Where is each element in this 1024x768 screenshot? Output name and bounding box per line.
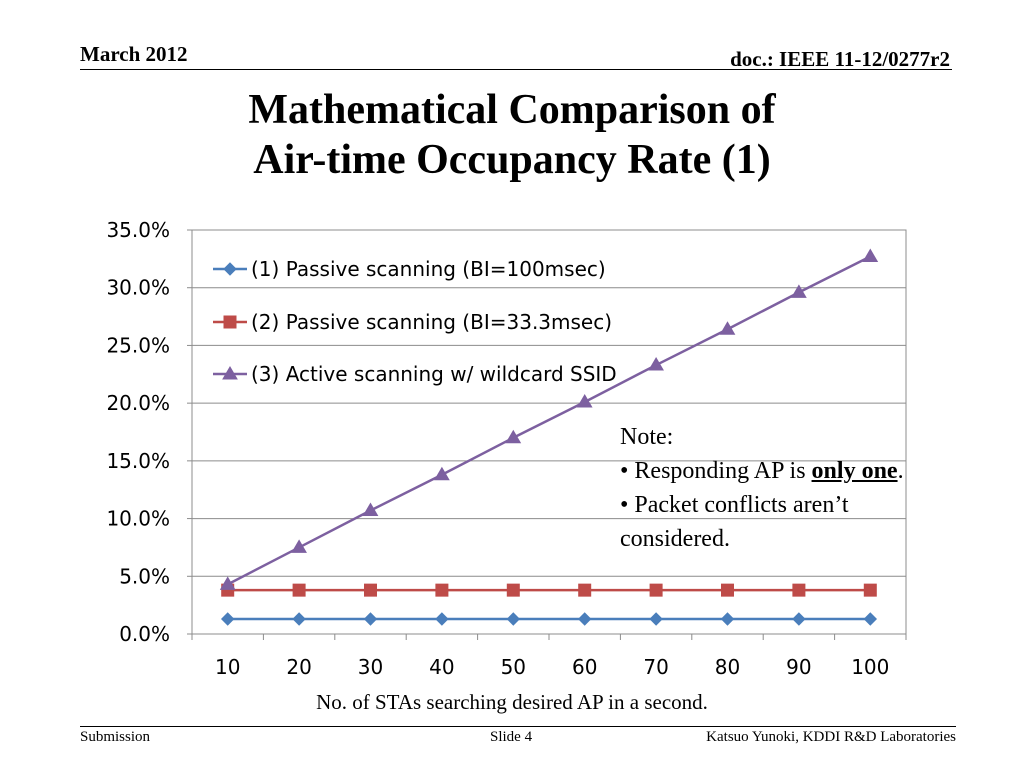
y-tick-label: 0.0% — [119, 622, 170, 646]
series-3-point — [434, 466, 450, 481]
series-2-point — [292, 583, 306, 597]
y-tick-label: 35.0% — [106, 218, 170, 242]
series-1-point — [863, 612, 878, 626]
series-1-point — [435, 612, 449, 626]
series-2-point — [863, 583, 877, 597]
x-tick-label: 40 — [429, 655, 454, 679]
footer-slide-number: Slide 4 — [490, 729, 533, 745]
series-1-point — [506, 612, 521, 626]
series-1-point — [577, 612, 592, 626]
x-tick-label: 90 — [786, 655, 811, 679]
series-3-point — [576, 393, 593, 408]
header-date: March 2012 — [80, 42, 188, 66]
y-tick-label: 25.0% — [106, 333, 170, 357]
x-tick-label: 70 — [643, 655, 668, 679]
series-3-point — [362, 502, 379, 516]
series-2-point — [435, 583, 449, 597]
legend-marker-3 — [222, 366, 238, 380]
footer-submission: Submission — [80, 729, 151, 745]
x-tick-label: 20 — [286, 655, 311, 679]
x-tick-label: 60 — [572, 655, 597, 679]
series-3-point — [219, 576, 236, 590]
series-3-point — [505, 429, 522, 444]
series-3-line — [227, 255, 871, 586]
legend-marker-2 — [223, 315, 237, 329]
series-2-point — [649, 583, 663, 597]
series-1-point — [720, 612, 735, 626]
series-3-point — [291, 539, 307, 553]
note-bullet-1-suffix: . — [897, 458, 904, 484]
note-bullet-2-line2: considered. — [620, 526, 730, 552]
x-tick-label: 10 — [215, 655, 240, 679]
legend-label-3: (3) Active scanning w/ wildcard SSID — [251, 362, 617, 386]
x-tick-label: 50 — [501, 655, 526, 679]
note-box: Note: • Responding AP is only one. • Pac… — [620, 420, 904, 556]
series-1-point — [292, 612, 306, 626]
series-2-point — [506, 583, 520, 597]
series-1-point — [220, 612, 235, 626]
y-tick-label: 20.0% — [106, 391, 170, 415]
series-3-point — [791, 284, 807, 298]
x-tick-label: 100 — [851, 655, 889, 679]
y-tick-label: 5.0% — [119, 564, 170, 588]
x-tick-label: 80 — [715, 655, 740, 679]
note-bullet-1-prefix: • Responding AP is — [620, 458, 812, 484]
series-1-point — [649, 612, 663, 626]
x-tick-label: 30 — [358, 655, 383, 679]
footer-author: Katsuo Yunoki, KDDI R&D Laboratories — [706, 729, 956, 745]
slide-title: Mathematical Comparison of Air-time Occu… — [0, 85, 1024, 185]
series-3-point — [648, 357, 664, 371]
slide-title-line1: Mathematical Comparison of — [248, 87, 776, 133]
series-2-point — [364, 583, 377, 597]
series-3-point — [862, 248, 879, 263]
y-tick-label: 15.0% — [106, 449, 170, 473]
note-heading: Note: — [620, 424, 674, 450]
header-doc-number: doc.: IEEE 11-12/0277r2 — [730, 47, 950, 71]
slide-title-line2: Air-time Occupancy Rate (1) — [253, 137, 771, 183]
legend-label-1: (1) Passive scanning (BI=100msec) — [251, 257, 606, 281]
series-2-point — [792, 583, 806, 597]
x-axis-label: No. of STAs searching desired AP in a se… — [316, 690, 708, 714]
y-tick-label: 10.0% — [106, 507, 170, 531]
y-tick-label: 30.0% — [106, 276, 170, 300]
series-1-point — [363, 612, 378, 626]
series-3-point — [719, 321, 736, 335]
note-bullet-1-emphasis: only one — [811, 458, 898, 484]
note-bullet-2-line1: • Packet conflicts aren’t — [620, 492, 849, 518]
legend-marker-1 — [223, 262, 237, 276]
note-bullet-1: • Responding AP is only one. — [620, 454, 904, 488]
footer-divider — [80, 726, 956, 727]
series-1-point — [792, 612, 806, 626]
series-2-point — [721, 583, 734, 597]
series-2-point — [578, 583, 592, 597]
header-divider — [80, 69, 952, 70]
legend-label-2: (2) Passive scanning (BI=33.3msec) — [251, 310, 612, 334]
